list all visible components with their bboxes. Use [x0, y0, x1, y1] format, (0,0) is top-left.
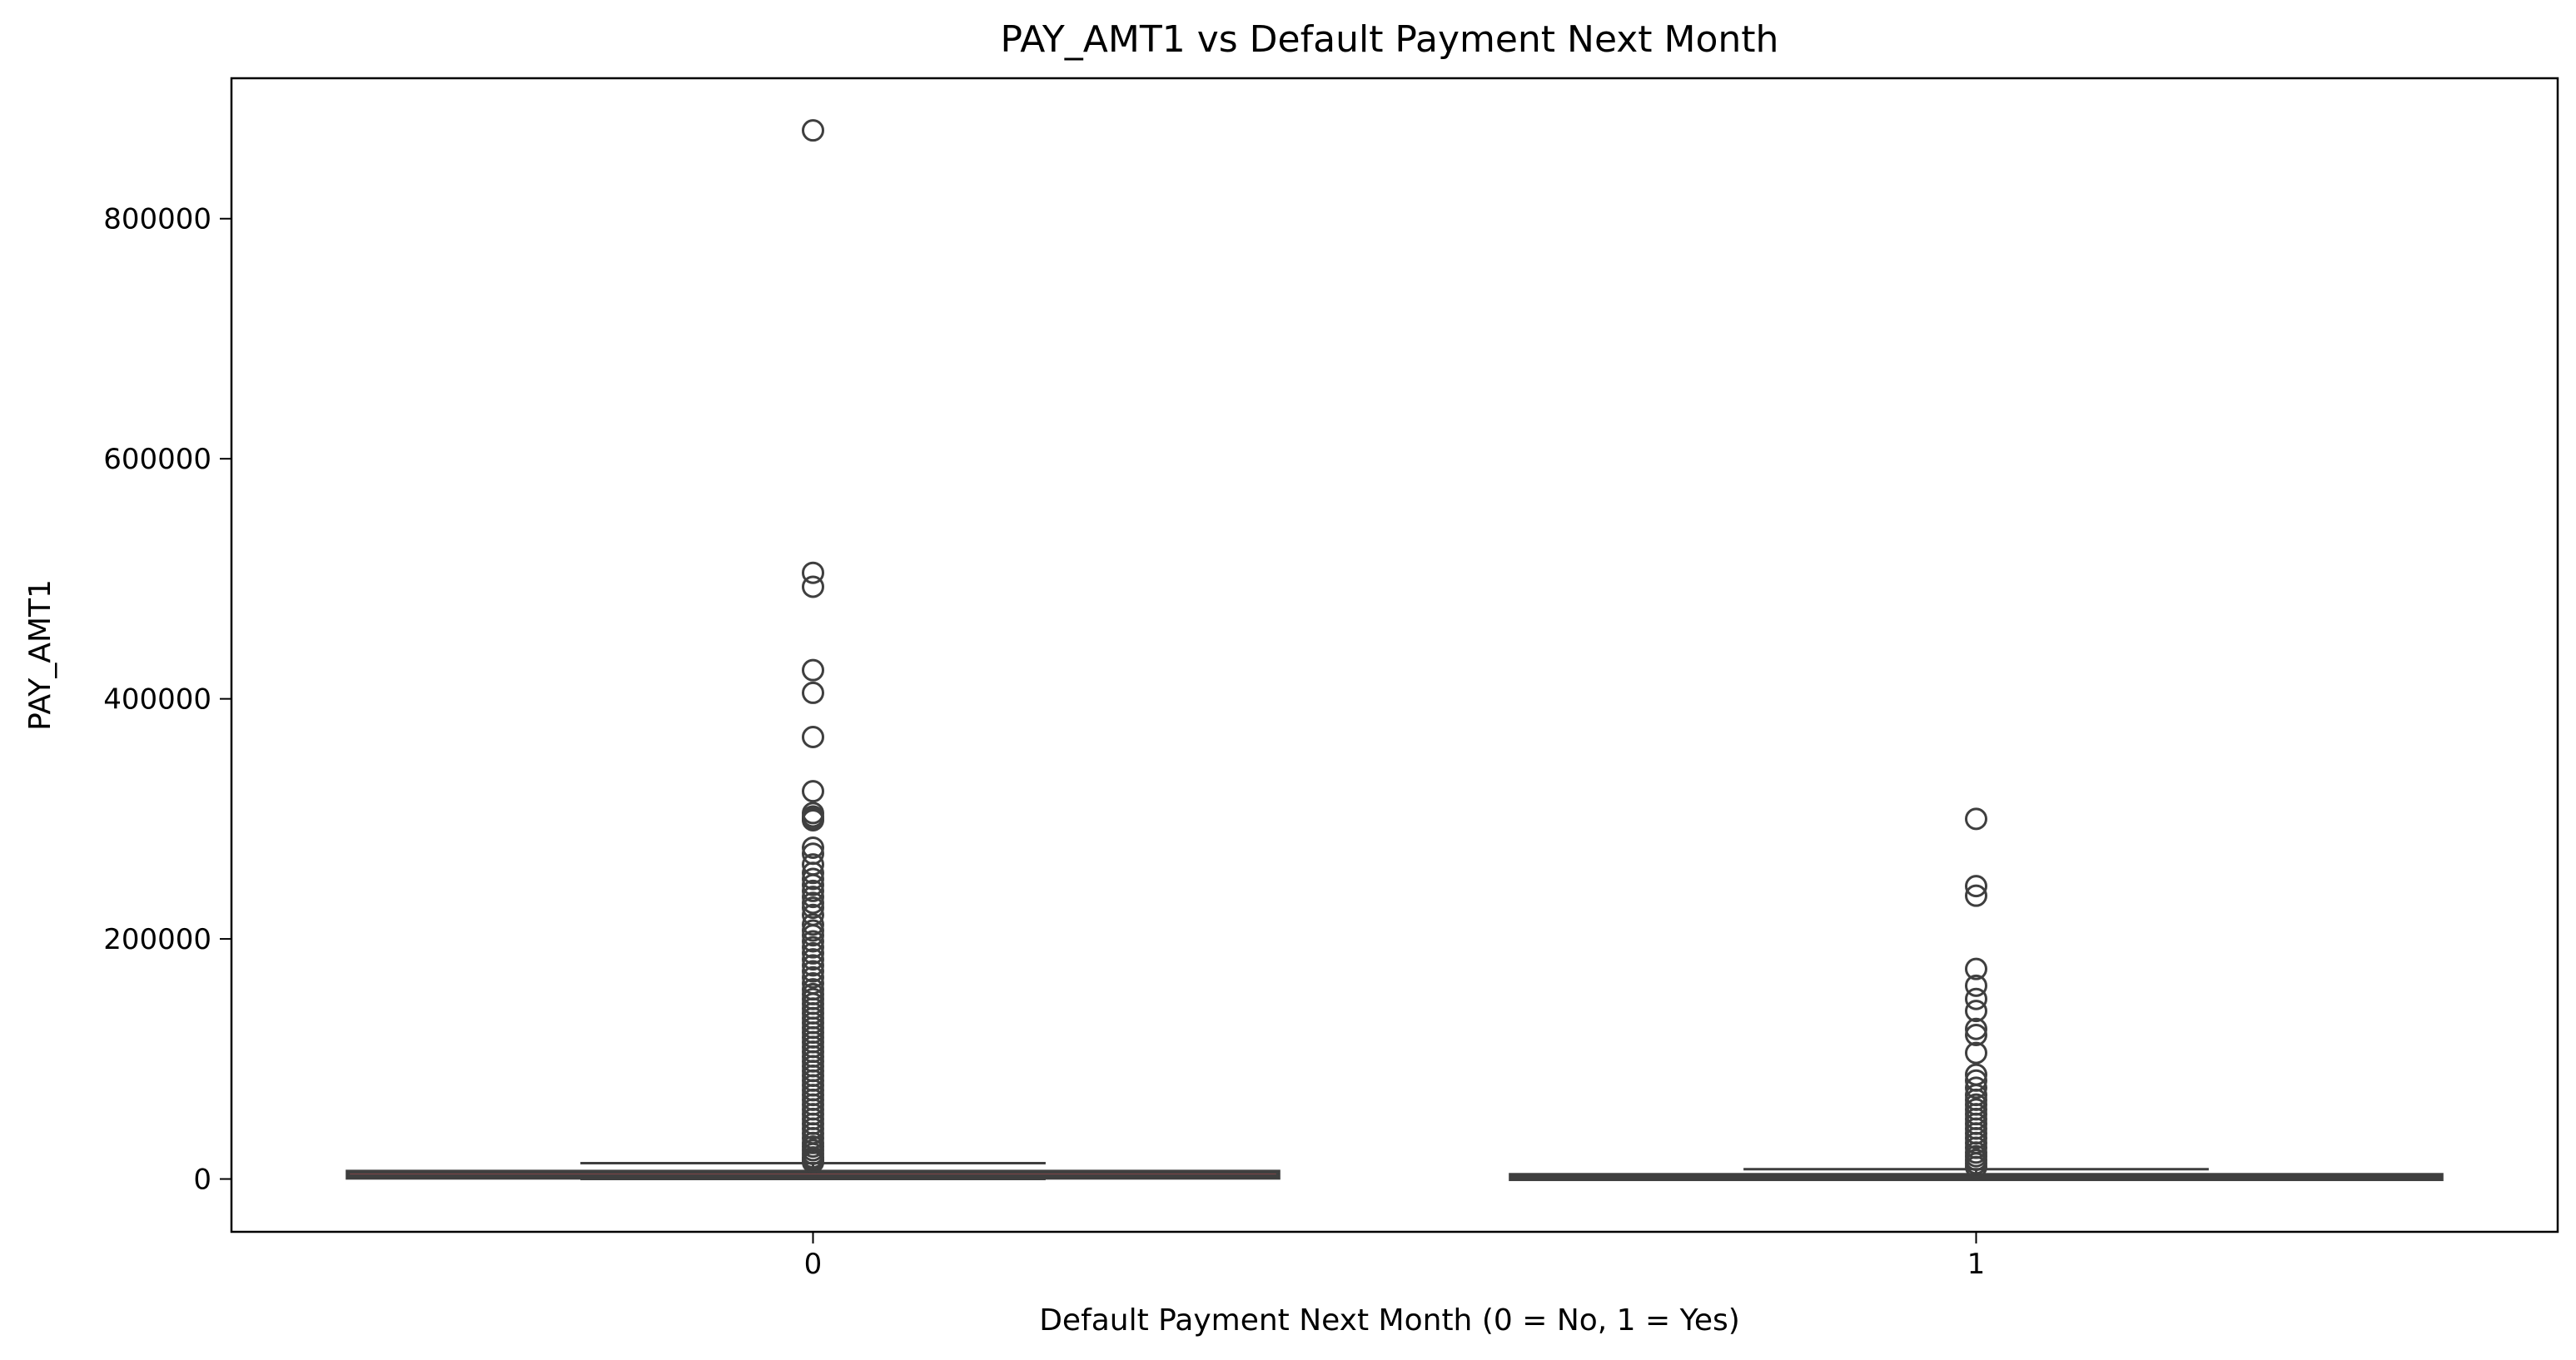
outlier-point: [1965, 974, 1987, 997]
outlier-point: [802, 960, 824, 983]
outlier-point: [802, 658, 824, 682]
outlier-point: [802, 1150, 824, 1174]
outlier-point: [802, 965, 824, 989]
outlier-point: [1965, 957, 1987, 980]
outlier-point: [802, 936, 824, 959]
outlier-point: [802, 836, 824, 859]
outlier-point: [802, 726, 824, 749]
outlier-point: [802, 948, 824, 971]
outlier-point: [1965, 875, 1987, 898]
outlier-point: [802, 780, 824, 803]
outlier-point: [802, 886, 824, 909]
outlier-point: [802, 913, 824, 936]
plot-frame: [230, 77, 2559, 1233]
outlier-point: [802, 924, 824, 947]
x-tick-label: 0: [804, 1248, 823, 1281]
y-axis: 0 200000 400000 600000 800000: [103, 203, 231, 1197]
y-tick-label: 0: [193, 1164, 211, 1197]
chart-title: PAY_AMT1 vs Default Payment Next Month: [1001, 18, 1779, 61]
outlier-point: [1965, 1017, 1987, 1040]
outlier-point: [802, 808, 824, 831]
outlier-point: [802, 941, 824, 965]
outlier-point: [1965, 1000, 1987, 1023]
y-tick-label: 400000: [103, 683, 211, 717]
box-group-1: [1509, 807, 2444, 1182]
outlier-point: [1965, 987, 1987, 1010]
x-axis-label: Default Payment Next Month (0 = No, 1 = …: [1039, 1303, 1740, 1338]
y-tick-label: 600000: [103, 443, 211, 476]
plot-area: [346, 119, 2444, 1182]
y-tick-label: 800000: [103, 203, 211, 236]
outlier-point: [802, 561, 824, 584]
outlier-point: [802, 873, 824, 896]
outlier-point: [1965, 884, 1987, 907]
outlier-point: [1965, 807, 1987, 831]
box-group-0: [346, 119, 1281, 1181]
outlier-point: [802, 896, 824, 920]
outlier-point: [1965, 1076, 1987, 1099]
outlier-point: [802, 575, 824, 598]
outlier-point: [802, 930, 824, 953]
outlier-point: [802, 867, 824, 891]
outlier-point: [802, 119, 824, 142]
y-tick-label: 200000: [103, 923, 211, 956]
y-axis-label: PAY_AMT1: [23, 579, 57, 731]
outlier-point: [802, 954, 824, 977]
outlier-point: [1965, 1041, 1987, 1065]
outlier-point: [802, 861, 824, 885]
x-tick-label: 1: [1967, 1248, 1986, 1281]
outlier-point: [802, 681, 824, 704]
outlier-point: [1965, 1023, 1987, 1046]
outlier-point: [1965, 1155, 1987, 1179]
outlier-point: [802, 879, 824, 902]
